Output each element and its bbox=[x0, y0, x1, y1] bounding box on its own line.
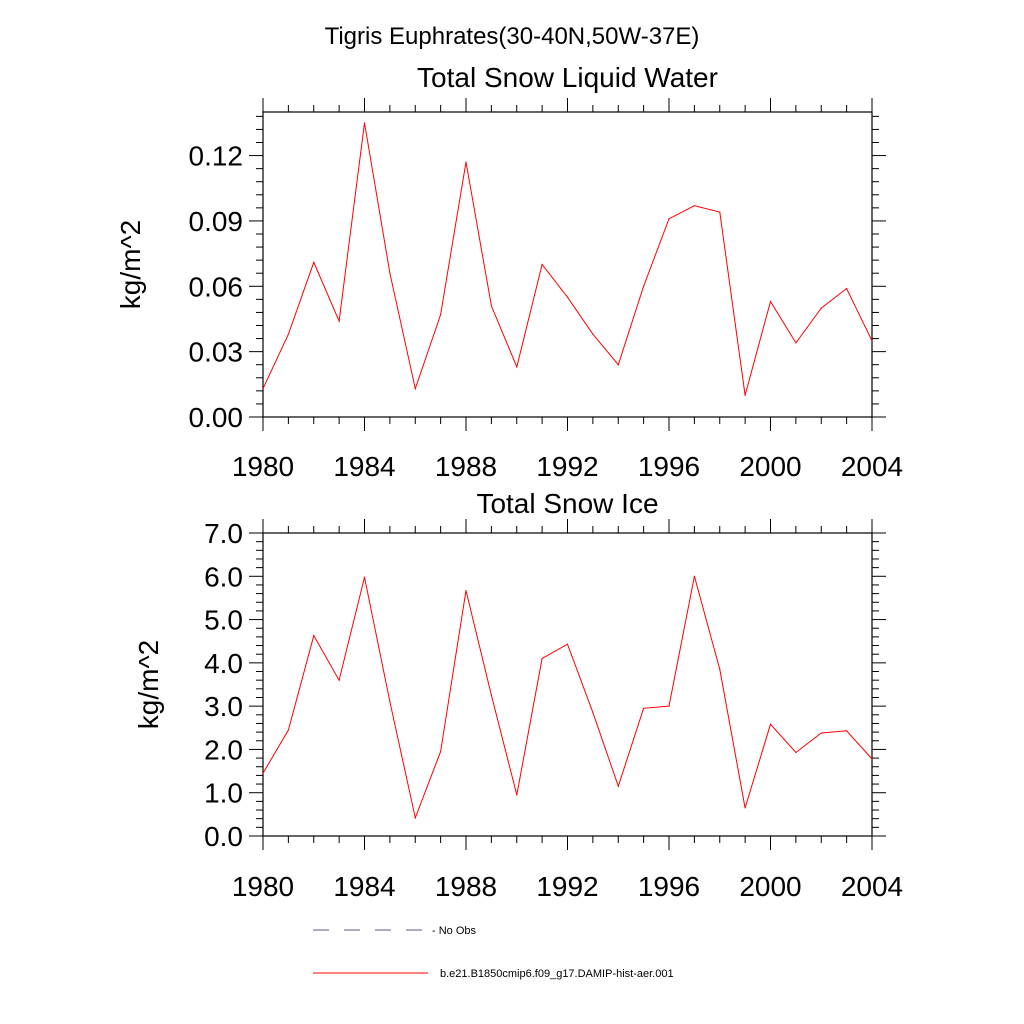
data-point bbox=[643, 707, 645, 709]
x-tick-label: 1992 bbox=[536, 451, 598, 482]
data-point bbox=[592, 712, 594, 714]
data-point bbox=[871, 340, 873, 342]
chart-title: Total Snow Ice bbox=[476, 488, 658, 519]
data-point bbox=[541, 263, 543, 266]
y-tick-label: 0.03 bbox=[189, 337, 244, 368]
data-point bbox=[490, 305, 492, 307]
legend-label: - No Obs bbox=[432, 925, 477, 937]
data-point bbox=[617, 785, 619, 787]
x-tick-label: 1996 bbox=[638, 871, 700, 902]
series-line bbox=[262, 576, 873, 820]
data-point bbox=[795, 342, 797, 344]
y-tick-label: 7.0 bbox=[204, 518, 243, 549]
y-tick-label: 6.0 bbox=[204, 561, 243, 592]
figure-title: Tigris Euphrates(30-40N,50W-37E) bbox=[325, 23, 700, 50]
y-axis-label: kg/m^2 bbox=[115, 220, 146, 309]
data-point bbox=[668, 218, 670, 220]
data-point bbox=[566, 643, 569, 645]
data-point bbox=[490, 694, 492, 696]
y-axis-label: kg/m^2 bbox=[133, 640, 164, 729]
legend-label: b.e21.B1850cmip6.f09_g17.DAMIP-hist-aer.… bbox=[440, 968, 674, 980]
data-point bbox=[719, 211, 721, 213]
plot-frame bbox=[262, 111, 873, 418]
x-tick-label: 1984 bbox=[333, 871, 395, 902]
data-point bbox=[440, 314, 442, 316]
data-point bbox=[795, 751, 797, 754]
y-tick-label: 2.0 bbox=[204, 734, 243, 765]
x-tick-label: 2000 bbox=[739, 871, 801, 902]
data-point bbox=[313, 634, 315, 637]
plot-frame bbox=[262, 532, 873, 837]
x-tick-label: 1996 bbox=[638, 451, 700, 482]
data-point bbox=[363, 122, 366, 124]
data-point bbox=[693, 205, 695, 207]
data-point bbox=[769, 300, 772, 303]
data-point bbox=[617, 364, 619, 366]
data-point bbox=[668, 705, 670, 707]
x-tick-label: 1980 bbox=[232, 871, 294, 902]
chart-title: Total Snow Liquid Water bbox=[417, 62, 718, 93]
y-tick-label: 4.0 bbox=[204, 648, 243, 679]
data-point bbox=[338, 320, 340, 322]
x-tick-label: 2004 bbox=[841, 451, 903, 482]
data-point bbox=[313, 261, 315, 263]
x-tick-label: 1988 bbox=[435, 871, 497, 902]
data-point bbox=[846, 730, 848, 732]
x-tick-label: 1992 bbox=[536, 871, 598, 902]
data-point bbox=[846, 287, 848, 290]
data-point bbox=[516, 794, 518, 796]
data-point bbox=[744, 807, 746, 809]
data-point bbox=[820, 307, 822, 309]
series-line bbox=[262, 122, 873, 396]
x-tick-label: 1980 bbox=[232, 451, 294, 482]
data-point bbox=[871, 758, 873, 760]
y-tick-label: 0.09 bbox=[189, 206, 244, 237]
data-point bbox=[262, 388, 264, 390]
data-point bbox=[719, 668, 721, 670]
data-point bbox=[440, 750, 442, 753]
data-point bbox=[592, 333, 594, 335]
data-point bbox=[465, 161, 467, 163]
y-tick-label: 0.12 bbox=[189, 141, 244, 172]
data-point bbox=[643, 285, 645, 287]
data-point bbox=[287, 729, 289, 731]
data-point bbox=[389, 272, 391, 274]
y-tick-label: 0.00 bbox=[189, 402, 244, 433]
panel-total-snow-ice: Total Snow Ice 0.0 1.0 2.0 3.0 4.0 5.0 6.0 7.0 19… bbox=[133, 488, 903, 902]
data-point bbox=[465, 589, 467, 592]
data-point bbox=[363, 576, 366, 578]
x-tick-label: 1984 bbox=[333, 451, 395, 482]
y-tick-label: 1.0 bbox=[204, 778, 243, 809]
panel-total-snow-liquid-water: Total Snow Liquid Water 0.00 0.03 0.06 0.09 0… bbox=[115, 62, 903, 482]
x-tick-label: 2004 bbox=[841, 871, 903, 902]
y-tick-label: 3.0 bbox=[204, 691, 243, 722]
data-point bbox=[566, 296, 569, 298]
data-point bbox=[693, 575, 695, 577]
data-point bbox=[287, 333, 289, 335]
data-point bbox=[769, 723, 772, 725]
y-tick-label: 0.0 bbox=[204, 821, 243, 852]
legend: - No Obs b.e21.B1850cmip6.f09_g17.DAMIP-h… bbox=[313, 925, 674, 980]
data-point bbox=[389, 701, 391, 703]
y-tick-label: 0.06 bbox=[189, 271, 244, 302]
data-point bbox=[820, 732, 822, 734]
data-point bbox=[414, 817, 416, 819]
data-point bbox=[414, 388, 416, 390]
x-tick-label: 2000 bbox=[739, 451, 801, 482]
data-point bbox=[744, 394, 746, 396]
x-tick-label: 1988 bbox=[435, 451, 497, 482]
y-tick-label: 5.0 bbox=[204, 605, 243, 636]
data-point bbox=[541, 657, 543, 660]
data-point bbox=[516, 366, 518, 368]
data-point bbox=[262, 772, 264, 774]
data-point bbox=[338, 679, 340, 681]
